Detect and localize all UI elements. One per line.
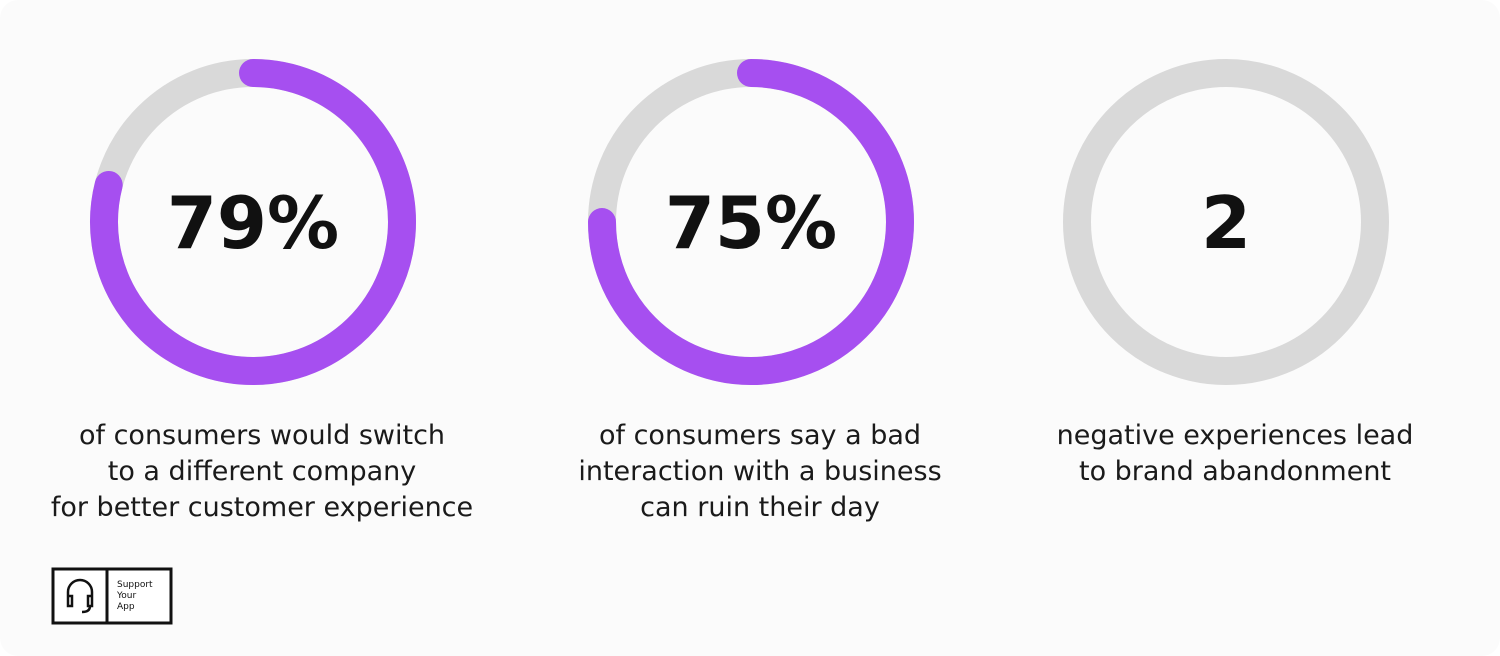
stat-description: of consumers say a bad [599,420,921,451]
ring-track [1063,59,1389,385]
stat-description: interaction with a business [578,456,941,487]
stat-value: 2 [1201,181,1251,265]
stat-description: negative experiences lead [1057,420,1414,451]
logo-text: Your [116,591,137,601]
logo-text: App [117,602,135,612]
stat-description: of consumers would switch [79,420,445,451]
progress-arc [588,59,914,385]
logo: Support Your App [51,567,173,625]
stat-description: can ruin their day [640,492,880,523]
progress-arc [90,59,416,385]
stat-value: 75% [665,181,837,265]
logo-text: Support [117,580,153,590]
stat-description: to a different company [108,456,417,487]
stat-description: to brand abandonment [1079,456,1391,487]
stat-description: for better customer experience [51,492,473,523]
logo-icon [66,578,94,614]
stat-value: 79% [167,181,339,265]
